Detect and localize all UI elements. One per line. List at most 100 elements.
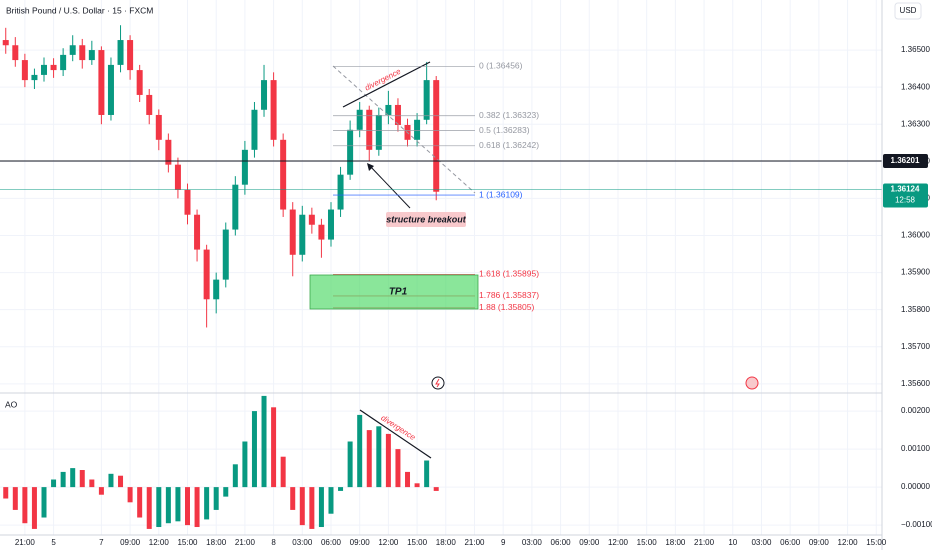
ao-bar	[414, 483, 420, 488]
event-icon-glyph	[435, 378, 440, 388]
candle-body	[41, 64, 48, 75]
ao-bar	[98, 487, 104, 495]
candle-body	[337, 174, 344, 210]
x-tick-label: 12:00	[378, 538, 399, 547]
x-tick-label: 18:00	[436, 538, 457, 547]
candle-body	[213, 279, 220, 300]
indicator-title: AO	[5, 399, 18, 409]
x-tick-label: 09:00	[579, 538, 600, 547]
x-tick-label: 03:00	[522, 538, 543, 547]
x-tick-label: 21:00	[235, 538, 256, 547]
x-tick-label: 21:00	[694, 538, 715, 547]
y-tick-label: 0.00100	[901, 444, 930, 453]
candle-body	[174, 164, 181, 190]
ao-bar	[366, 430, 372, 488]
chart-title: British Pound / U.S. Dollar · 15 · FXCM	[6, 5, 153, 15]
candle-body	[327, 209, 334, 240]
y-tick-label: 1.35700	[901, 342, 930, 351]
fib-label: 0.5 (1.36283)	[479, 125, 530, 135]
ao-bar	[385, 433, 391, 488]
ao-bar	[127, 487, 133, 503]
candle-body	[270, 80, 277, 140]
x-tick-label: 15:00	[177, 538, 198, 547]
ao-bar	[299, 487, 305, 526]
candle-body	[127, 40, 134, 71]
drawing-layer: divergence divergence structure breakout…	[0, 61, 882, 459]
breakout-label: structure breakout	[386, 214, 467, 224]
candle-body	[251, 109, 258, 150]
ao-bar	[376, 426, 382, 488]
ao-bar	[213, 487, 219, 510]
ao-bar	[108, 473, 114, 488]
candle-body	[60, 54, 67, 71]
candle-body	[394, 104, 401, 125]
price-axis	[882, 0, 932, 550]
ao-bar	[261, 395, 267, 488]
ao-bar	[318, 487, 324, 528]
ao-bar	[433, 487, 439, 491]
ao-bar	[290, 487, 296, 510]
fib-label: 0.618 (1.36242)	[479, 140, 539, 150]
fib-label: 0 (1.36456)	[479, 61, 523, 71]
y-tick-label: 1.36500	[901, 45, 930, 54]
ao-bar	[280, 456, 286, 488]
candle-body	[423, 80, 430, 120]
candle-body	[194, 214, 201, 250]
y-tick-label: 1.35900	[901, 268, 930, 277]
x-tick-label: 18:00	[206, 538, 227, 547]
ao-bar	[12, 487, 18, 510]
candle-body	[117, 40, 124, 65]
ao-bar	[146, 487, 152, 529]
ao-bar	[22, 487, 28, 524]
candle-body	[155, 114, 162, 140]
candle-body	[261, 80, 268, 110]
x-tick-label: 9	[501, 538, 506, 547]
candle-body	[299, 214, 306, 255]
y-tick-label: 1.35800	[901, 305, 930, 314]
ao-bar	[338, 487, 344, 491]
x-tick-label: 12:00	[608, 538, 629, 547]
ao-bar	[242, 441, 248, 488]
x-tick-label: 15:00	[407, 538, 428, 547]
candle-body	[79, 45, 86, 61]
divergence-line	[342, 61, 431, 108]
x-tick-label: 18:00	[665, 538, 686, 547]
ao-bar	[89, 479, 95, 488]
ao-bar	[395, 449, 401, 488]
candle-body	[222, 229, 229, 280]
x-tick-label: 21:00	[15, 538, 36, 547]
last-price-label: 1.36124	[891, 185, 920, 194]
event-icon[interactable]	[745, 376, 759, 390]
ao-bar	[204, 487, 210, 520]
x-tick-label: 15:00	[637, 538, 658, 547]
candle-body	[385, 104, 392, 115]
arrow-head	[367, 163, 374, 171]
ao-bar	[51, 479, 57, 488]
candle-body	[88, 50, 95, 61]
candle-body	[289, 209, 296, 255]
ao-bar	[31, 487, 37, 529]
x-tick-label: 21:00	[464, 538, 485, 547]
candle-body	[184, 189, 191, 215]
reference-price-label: 1.36201	[891, 156, 920, 165]
y-tick-label: −0.00100	[901, 520, 932, 529]
candle-body	[136, 70, 143, 95]
candle-body	[308, 214, 315, 225]
ao-bar	[137, 487, 143, 518]
candle-body	[318, 224, 325, 240]
x-tick-label: 09:00	[809, 538, 830, 547]
event-icon[interactable]	[431, 376, 445, 390]
ao-bar	[156, 487, 162, 528]
fib-label: 1 (1.36109)	[479, 189, 523, 199]
x-tick-label: 03:00	[751, 538, 772, 547]
currency-box[interactable]	[894, 2, 922, 20]
ao-bar	[347, 441, 353, 488]
candle-body	[12, 45, 19, 61]
candle-body	[414, 119, 421, 140]
reference-price-box	[883, 153, 928, 168]
ao-bar	[271, 407, 277, 488]
y-tick-label: 1.36000	[901, 231, 930, 240]
ao-bar	[424, 460, 430, 488]
ao-bar	[3, 487, 9, 499]
